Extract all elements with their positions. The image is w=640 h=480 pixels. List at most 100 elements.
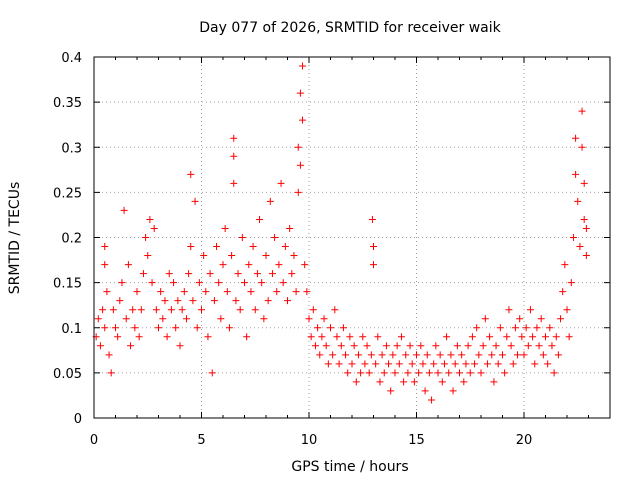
data-point [417, 342, 425, 350]
data-point [101, 324, 109, 332]
data-point [322, 342, 330, 350]
y-tick-label: 0.15 [53, 277, 82, 292]
data-point [198, 306, 205, 314]
y-axis-label: SRMTID / TECUs [7, 182, 23, 295]
data-point [423, 351, 431, 359]
data-point [475, 351, 483, 359]
data-point [458, 351, 466, 359]
data-point [367, 351, 375, 359]
data-point [225, 324, 233, 332]
data-point [574, 197, 582, 205]
data-point [112, 324, 119, 332]
data-point [215, 279, 223, 287]
data-point [292, 288, 300, 296]
data-point [114, 333, 122, 341]
data-point [582, 224, 590, 232]
data-point [511, 324, 519, 332]
data-point [279, 279, 287, 287]
data-point [305, 315, 313, 323]
data-point [174, 297, 182, 305]
data-point [176, 342, 184, 350]
data-point [565, 333, 573, 341]
data-point [260, 315, 268, 323]
data-point [550, 369, 558, 377]
data-point [464, 342, 472, 350]
data-point [131, 324, 139, 332]
data-point [320, 315, 328, 323]
data-point [389, 351, 397, 359]
data-point [266, 197, 274, 205]
data-point [124, 261, 132, 269]
data-point [193, 324, 201, 332]
data-point [204, 333, 212, 341]
data-point [342, 351, 350, 359]
data-point [552, 333, 560, 341]
data-point [438, 378, 446, 386]
data-point [286, 224, 294, 232]
data-point [395, 360, 403, 368]
data-point [103, 288, 111, 296]
data-point [180, 288, 188, 296]
data-point [335, 360, 343, 368]
data-point [445, 369, 453, 377]
y-tick-label: 0 [74, 412, 82, 427]
x-axis-label: GPS time / hours [291, 459, 408, 475]
data-point [101, 243, 109, 251]
data-point [494, 360, 502, 368]
data-point [542, 333, 549, 341]
data-point [161, 297, 169, 305]
data-point [228, 252, 236, 260]
data-point [483, 360, 491, 368]
data-point [230, 179, 238, 187]
data-point [290, 252, 298, 260]
data-point [236, 306, 244, 314]
y-tick-label: 0.1 [61, 322, 82, 337]
x-tick-label: 20 [516, 433, 533, 448]
data-point [262, 252, 270, 260]
data-point [370, 261, 377, 269]
data-point [557, 315, 565, 323]
data-point [496, 324, 504, 332]
data-point [529, 333, 537, 341]
data-point [139, 270, 147, 278]
data-point [363, 342, 371, 350]
data-point [172, 324, 180, 332]
data-point [284, 297, 291, 305]
data-point [580, 179, 588, 187]
data-point [101, 261, 109, 269]
data-point [397, 333, 405, 341]
data-point [348, 360, 356, 368]
data-point [294, 188, 302, 196]
data-point [473, 324, 481, 332]
data-point [251, 306, 259, 314]
data-point [219, 261, 227, 269]
data-point [531, 360, 539, 368]
data-point [247, 288, 255, 296]
data-point [516, 315, 524, 323]
data-point [202, 288, 210, 296]
data-point [144, 252, 152, 260]
y-tick-labels: 0 0.05 0.1 0.15 0.2 0.25 0.3 0.35 0.4 [53, 51, 82, 427]
data-point [365, 369, 373, 377]
data-point [249, 243, 257, 251]
data-point [582, 252, 590, 260]
data-point [273, 288, 281, 296]
data-point [221, 224, 229, 232]
data-point [507, 342, 515, 350]
data-point [187, 243, 195, 251]
data-point [333, 333, 341, 341]
data-point [275, 261, 283, 269]
data-point [148, 279, 156, 287]
data-point [387, 387, 395, 395]
data-point [208, 369, 216, 377]
data-point [135, 333, 143, 341]
data-point [468, 333, 476, 341]
data-point [393, 342, 401, 350]
data-point [413, 351, 420, 359]
data-point [223, 288, 231, 296]
data-point [524, 342, 532, 350]
data-point [432, 342, 440, 350]
data-point [105, 351, 113, 359]
data-point [567, 279, 575, 287]
data-point [572, 134, 580, 142]
